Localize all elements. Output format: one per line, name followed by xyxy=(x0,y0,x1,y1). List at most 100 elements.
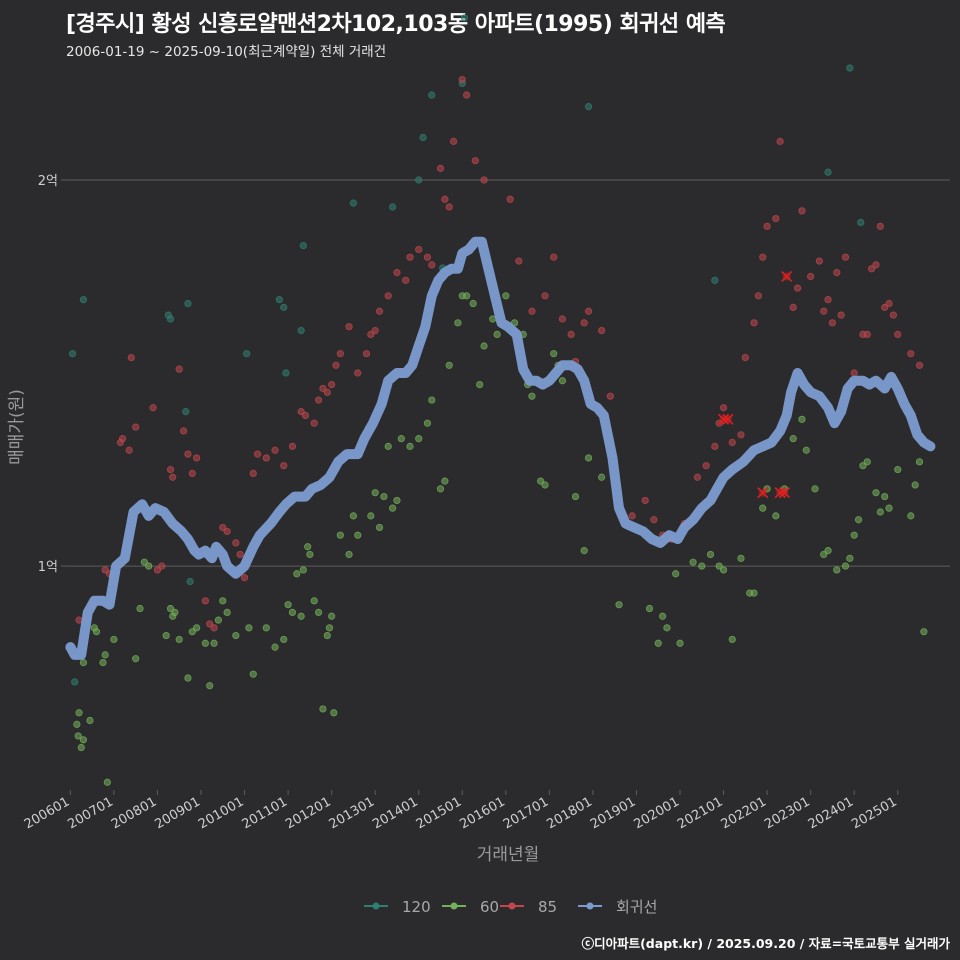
data-point-85 xyxy=(820,307,828,315)
data-point-85 xyxy=(463,91,471,99)
data-point-85 xyxy=(693,473,702,481)
data-point-85 xyxy=(728,438,736,447)
data-point-60 xyxy=(319,705,327,713)
data-point-60 xyxy=(881,492,889,501)
legend-label: 60 xyxy=(480,898,499,916)
data-point-85 xyxy=(558,315,567,323)
x-tick-label: 201401 xyxy=(370,794,420,832)
data-point-60 xyxy=(79,736,88,744)
data-point-60 xyxy=(811,485,819,493)
data-point-85 xyxy=(201,597,209,605)
data-point-60 xyxy=(920,628,928,636)
data-point-60 xyxy=(325,624,334,632)
data-point-60 xyxy=(863,458,871,466)
data-point-85 xyxy=(362,350,371,358)
data-point-85 xyxy=(772,214,780,223)
data-point-60 xyxy=(171,608,179,616)
data-point-85 xyxy=(567,330,575,339)
data-point-60 xyxy=(846,554,854,562)
data-point-60 xyxy=(110,635,118,644)
x-tick-label: 200701 xyxy=(65,794,115,832)
data-point-85 xyxy=(132,423,140,431)
data-point-60 xyxy=(502,292,510,300)
data-point-120 xyxy=(182,408,190,416)
data-point-60 xyxy=(223,608,231,616)
data-point-60 xyxy=(336,531,344,539)
data-point-60 xyxy=(288,608,297,616)
legend-label: 85 xyxy=(538,898,557,916)
forecast-mark xyxy=(778,487,791,499)
data-point-60 xyxy=(328,612,336,620)
data-point-85 xyxy=(232,539,240,547)
data-point-85 xyxy=(776,137,784,145)
regression-line xyxy=(65,236,936,660)
x-tick-label: 202101 xyxy=(675,794,725,832)
data-point-60 xyxy=(672,570,680,578)
data-point-85 xyxy=(598,326,606,335)
data-point-60 xyxy=(689,558,697,566)
data-point-85 xyxy=(301,411,310,420)
forecast-x-stroke xyxy=(778,487,791,499)
x-tick-label: 201201 xyxy=(283,794,333,832)
data-point-85 xyxy=(789,303,797,311)
data-point-60 xyxy=(79,658,88,667)
data-point-60 xyxy=(232,631,240,640)
x-tick-label: 201601 xyxy=(457,794,507,832)
data-point-60 xyxy=(284,601,292,609)
data-point-60 xyxy=(772,512,780,520)
data-point-85 xyxy=(288,442,297,450)
data-point-85 xyxy=(837,311,845,319)
data-point-60 xyxy=(894,465,902,474)
data-point-85 xyxy=(345,323,353,331)
chart-subtitle: 2006-01-19 ~ 2025-09-10(최근계약일) 전체 거래건 xyxy=(66,44,387,60)
data-point-60 xyxy=(323,631,331,640)
data-point-85 xyxy=(807,272,815,281)
data-point-60 xyxy=(598,473,606,481)
data-point-120 xyxy=(428,91,436,99)
x-tick-label: 201001 xyxy=(196,794,246,832)
data-point-85 xyxy=(506,195,514,203)
data-point-60 xyxy=(249,670,257,678)
data-point-120 xyxy=(460,14,469,22)
data-point-60 xyxy=(841,562,850,570)
data-point-60 xyxy=(528,392,536,400)
data-point-60 xyxy=(330,709,338,717)
x-tick-label: 200601 xyxy=(22,794,72,832)
data-point-60 xyxy=(136,604,144,613)
data-point-120 xyxy=(299,242,307,250)
data-point-85 xyxy=(184,450,192,458)
x-tick-label: 202501 xyxy=(849,794,899,832)
data-point-60 xyxy=(750,589,758,597)
data-point-85 xyxy=(759,253,767,261)
data-point-120 xyxy=(389,203,397,211)
data-point-85 xyxy=(719,404,728,412)
data-point-60 xyxy=(145,562,153,570)
forecast-x-stroke xyxy=(722,413,734,425)
data-point-85 xyxy=(907,350,915,358)
data-point-85 xyxy=(815,257,823,265)
data-point-85 xyxy=(798,207,806,215)
data-point-60 xyxy=(162,631,170,640)
data-point-60 xyxy=(423,419,432,427)
data-point-85 xyxy=(310,419,318,427)
data-point-60 xyxy=(193,624,201,632)
data-point-85 xyxy=(236,550,244,559)
data-point-85 xyxy=(750,319,758,327)
data-point-60 xyxy=(214,616,223,624)
data-point-85 xyxy=(641,496,649,505)
data-point-85 xyxy=(872,261,880,269)
data-point-85 xyxy=(423,253,432,261)
data-point-85 xyxy=(436,164,445,172)
data-point-60 xyxy=(375,523,384,532)
data-point-60 xyxy=(571,492,580,501)
data-point-60 xyxy=(293,570,301,578)
data-point-60 xyxy=(406,442,414,450)
data-point-85 xyxy=(127,353,135,362)
data-point-60 xyxy=(297,612,305,620)
data-point-60 xyxy=(184,674,192,682)
data-point-85 xyxy=(158,562,166,570)
data-point-60 xyxy=(789,435,797,443)
data-point-60 xyxy=(885,504,893,512)
data-point-85 xyxy=(149,404,157,412)
